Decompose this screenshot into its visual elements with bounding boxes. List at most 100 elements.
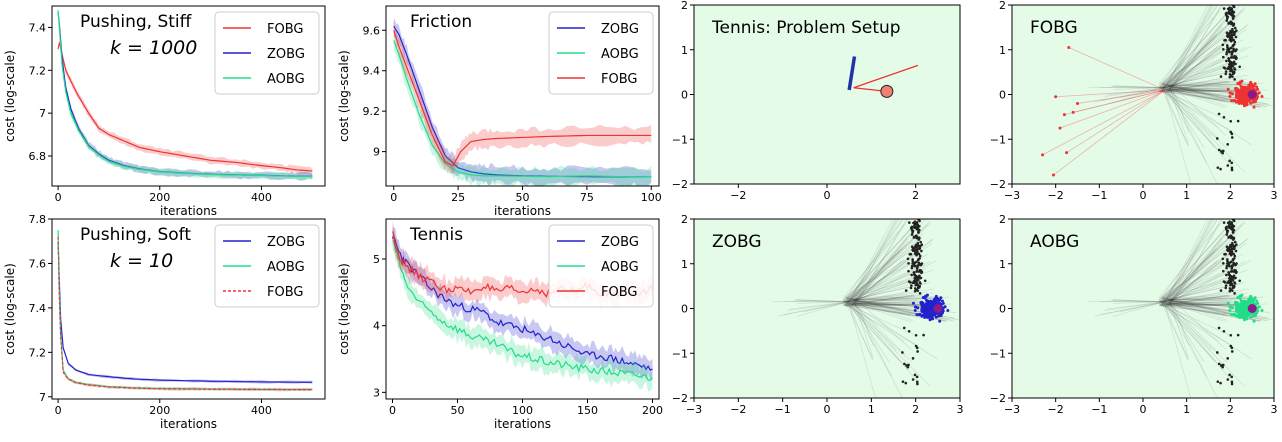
trajectory-end-point xyxy=(1230,237,1233,240)
trajectory-end-point xyxy=(1227,271,1230,274)
x-tick-label: 200 xyxy=(149,191,170,204)
trajectory-end-point xyxy=(908,280,911,283)
final-point xyxy=(933,298,936,301)
x-tick-label: 2 xyxy=(912,189,919,202)
trajectory-end-point xyxy=(901,351,904,354)
y-tick-label: 0 xyxy=(999,89,1006,102)
outlier-point xyxy=(1052,174,1055,177)
trajectory-end-point xyxy=(912,281,915,284)
trajectory-end-point xyxy=(1223,330,1226,333)
final-point xyxy=(1249,102,1252,105)
trajectory-end-point xyxy=(914,274,917,277)
y-tick-label: 6.8 xyxy=(29,150,47,163)
legend-label-FOBG: FOBG xyxy=(601,72,637,87)
trajectory-end-point xyxy=(1229,334,1232,337)
final-point xyxy=(920,315,923,318)
final-point xyxy=(912,302,915,305)
trajectory-end-point xyxy=(920,264,923,267)
legend-label-ZOBG: ZOBG xyxy=(267,47,305,62)
final-point xyxy=(1235,315,1238,318)
trajectory-end-point xyxy=(1234,31,1237,34)
trajectory-end-point xyxy=(902,380,905,383)
y-tick-label: 0 xyxy=(681,89,688,102)
trajectory-end-point xyxy=(1233,229,1236,232)
x-tick-label: 0 xyxy=(1140,189,1147,202)
trajectory-end-point xyxy=(1222,48,1225,51)
trajectory-end-point xyxy=(1230,47,1233,50)
trajectory-end-point xyxy=(1234,50,1237,53)
trajectory-end-point xyxy=(1222,262,1225,265)
trajectory-end-point xyxy=(1231,53,1234,56)
chart-title: FOBG xyxy=(1030,18,1078,38)
trajectory-end-point xyxy=(1226,15,1229,18)
outlier-point xyxy=(1065,151,1068,154)
legend-label-AOBG: AOBG xyxy=(267,72,305,87)
y-tick-label: −1 xyxy=(990,133,1006,146)
trajectory-end-point xyxy=(913,271,916,274)
trajectory-end-point xyxy=(1231,350,1234,353)
trajectory-end-point xyxy=(1235,36,1238,39)
trajectory-end-point xyxy=(916,350,919,353)
trajectory-end-point xyxy=(1225,60,1228,63)
trajectory-end-point xyxy=(1233,43,1236,46)
x-tick-label: −2 xyxy=(730,189,746,202)
y-tick-label: 7.4 xyxy=(29,302,47,315)
x-tick-label: 2 xyxy=(1227,189,1234,202)
y-tick-label: 2 xyxy=(681,0,688,12)
y-tick-label: 4 xyxy=(373,320,380,333)
final-point xyxy=(928,315,931,318)
trajectory-end-point xyxy=(1217,166,1220,169)
x-tick-label: 200 xyxy=(642,404,663,417)
trajectory-end-point xyxy=(912,357,915,360)
trajectory-end-point xyxy=(918,285,921,288)
trajectory-end-point xyxy=(1238,215,1241,218)
trajectory-end-point xyxy=(911,233,914,236)
final-point xyxy=(1252,84,1255,87)
final-point xyxy=(1235,304,1238,307)
trajectory-end-point xyxy=(1233,255,1236,258)
y-tick-label: 0 xyxy=(999,303,1006,316)
final-point xyxy=(1239,81,1242,84)
trajectory-end-point xyxy=(903,327,906,330)
final-point xyxy=(1249,316,1252,319)
trajectory-end-point xyxy=(1237,334,1240,337)
final-point xyxy=(1247,298,1250,301)
final-point xyxy=(1253,106,1256,109)
chart-title: Friction xyxy=(410,12,472,32)
y-axis-label: cost (log-scale) xyxy=(337,50,351,142)
final-point xyxy=(1243,315,1246,318)
final-point xyxy=(1242,308,1245,311)
trajectory-end-point xyxy=(1228,226,1231,229)
legend-label-AOBG: AOBG xyxy=(601,47,639,62)
trajectory-end-point xyxy=(907,366,910,369)
trajectory-end-point xyxy=(1222,216,1225,219)
y-tick-label: 2 xyxy=(999,213,1006,226)
y-tick-label: 7 xyxy=(39,107,46,120)
trajectory-end-point xyxy=(1233,41,1236,44)
trajectory-end-point xyxy=(1234,241,1237,244)
trajectory-end-point xyxy=(913,214,916,217)
trajectory-end-point xyxy=(1231,167,1234,170)
x-tick-label: −3 xyxy=(1004,403,1020,416)
legend-label-ZOBG: ZOBG xyxy=(601,22,639,37)
trajectory-end-point xyxy=(1222,56,1225,59)
outlier-point xyxy=(1076,102,1079,105)
trajectory-end-point xyxy=(1232,23,1235,26)
legend-label-FOBG: FOBG xyxy=(267,285,303,300)
x-tick-label: 2 xyxy=(1227,403,1234,416)
trajectory-end-point xyxy=(1218,113,1221,116)
trajectory-end-point xyxy=(1224,73,1227,76)
trajectory-end-point xyxy=(1224,287,1227,290)
x-axis-label: iterations xyxy=(494,417,551,431)
trajectory-end-point xyxy=(1232,231,1235,234)
trajectory-end-point xyxy=(1231,225,1234,228)
final-point xyxy=(941,299,944,302)
outlier-point xyxy=(1063,113,1066,116)
trajectory-end-point xyxy=(918,247,921,250)
x-tick-label: 3 xyxy=(1271,189,1278,202)
trajectory-end-point xyxy=(918,237,921,240)
